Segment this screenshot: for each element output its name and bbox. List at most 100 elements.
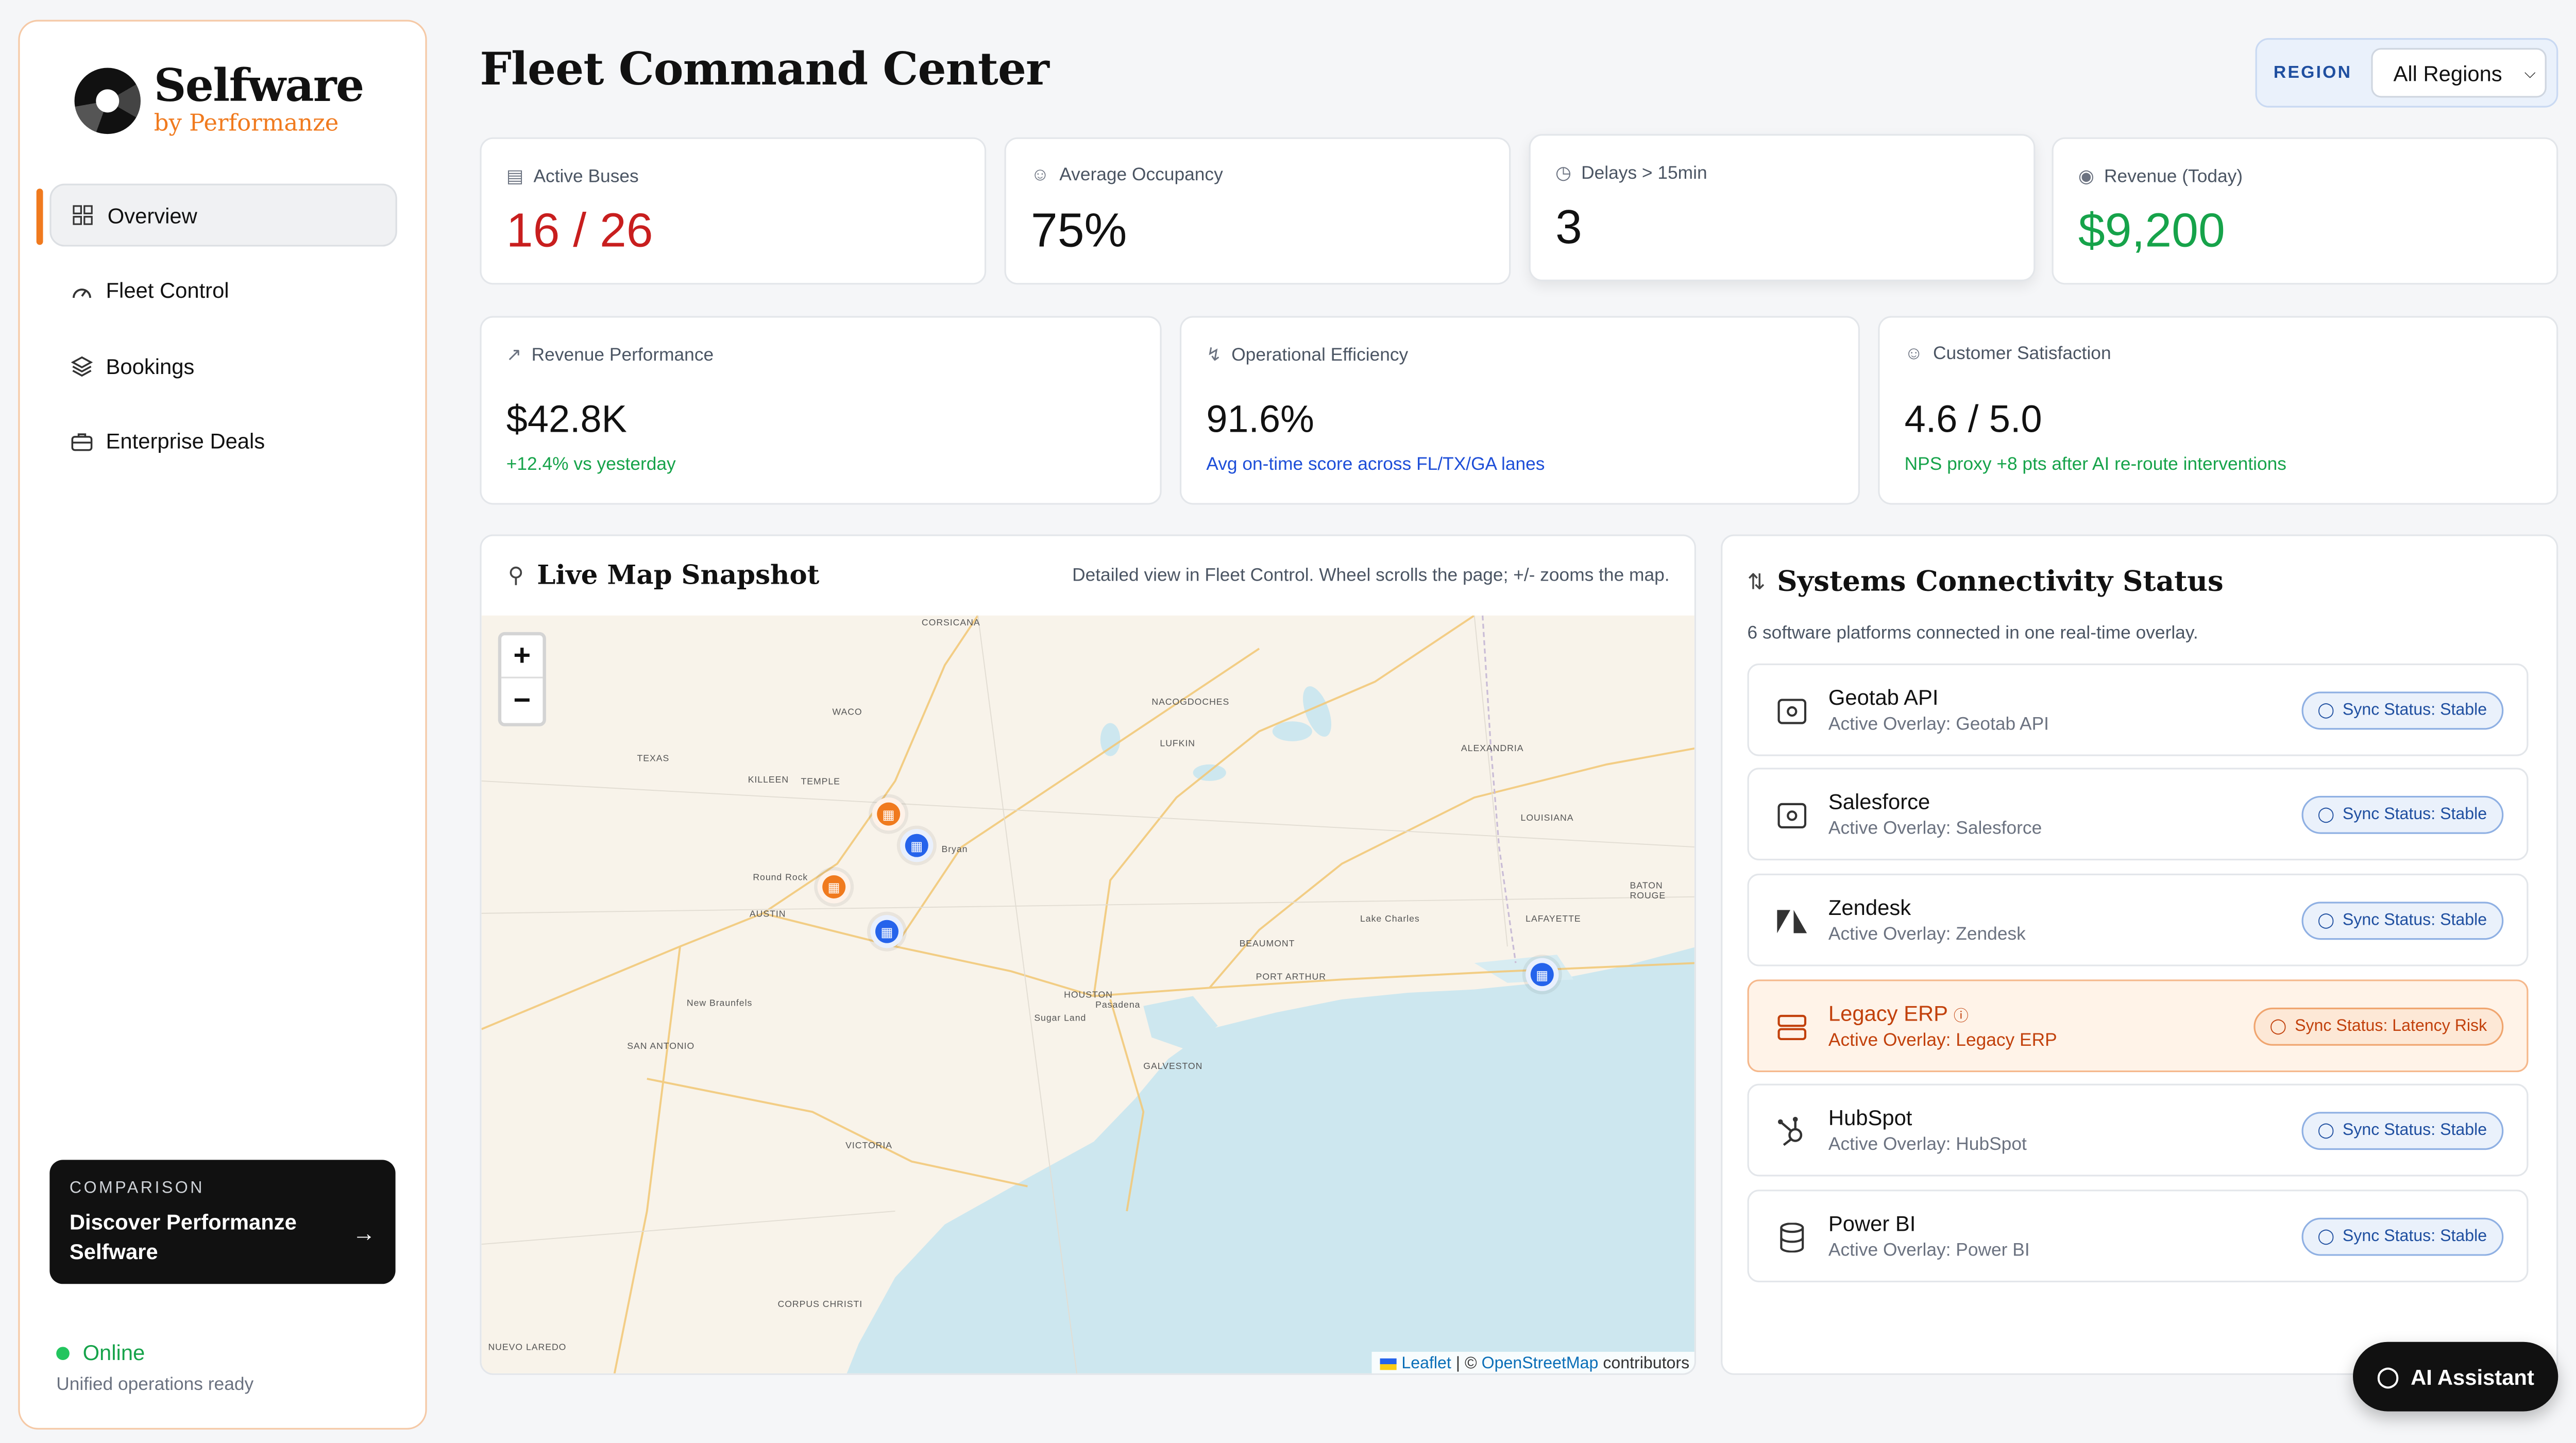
metric-card-customer-satisfaction: ☺ Customer Satisfaction 4.6 / 5.0 NPS pro… [1878, 316, 2558, 505]
kpi-card-active-buses: ▤ Active Buses 16 / 26 [480, 137, 987, 285]
system-row-geotab[interactable]: Geotab API Active Overlay: Geotab API ◯ S… [1747, 663, 2529, 756]
sidebar-item-overview[interactable]: Overview [36, 183, 397, 247]
bus-icon: ▤ [506, 167, 524, 187]
map-city-label: SAN ANTONIO [627, 1042, 695, 1052]
status-badge-label: Sync Status: Stable [2342, 806, 2487, 824]
bus-marker-icon[interactable]: ▦ [900, 829, 934, 862]
metric-label: Operational Efficiency [1231, 345, 1409, 365]
status-badge: ◯ Sync Status: Latency Risk [2253, 1007, 2504, 1046]
smile-icon: ☺ [1904, 344, 1923, 364]
bus-marker-icon[interactable]: ▦ [870, 915, 904, 948]
attribution-tail: contributors [1598, 1355, 1690, 1373]
map-note: Detailed view in Fleet Control. Wheel sc… [1072, 566, 1670, 586]
plug-icon: ⇅ [1747, 569, 1766, 595]
metric-subtext: NPS proxy +8 pts after AI re-route inter… [1904, 455, 2286, 475]
api-icon [1775, 695, 1808, 728]
systems-title: Systems Connectivity Status [1777, 566, 2224, 599]
page-title: Fleet Command Center [480, 44, 1049, 96]
flag-icon [1380, 1358, 1397, 1370]
sidebar-item-label: Enterprise Deals [106, 428, 265, 454]
system-name: Salesforce [1828, 789, 1930, 814]
comparison-promo-card[interactable]: COMPARISON Discover Performanze Selfware… [49, 1160, 396, 1284]
status-badge: ◯ Sync Status: Stable [2301, 795, 2504, 834]
status-dot-icon [56, 1346, 70, 1360]
bus-marker-icon[interactable]: ▦ [1526, 958, 1559, 991]
osm-link[interactable]: OpenStreetMap [1481, 1355, 1599, 1373]
promo-title: Discover Performanze Selfware [69, 1209, 297, 1264]
status-badge-label: Sync Status: Stable [2342, 911, 2487, 930]
sidebar-item-label: Fleet Control [106, 278, 229, 303]
dollar-icon: ◉ [2078, 167, 2094, 187]
trend-icon: ↗ [506, 346, 522, 366]
shield-icon: ◯ [2317, 911, 2334, 928]
system-overlay: Active Overlay: Geotab API [1828, 715, 2049, 735]
bus-marker-icon[interactable]: ▦ [872, 797, 905, 831]
metric-subtext: Avg on-time score across FL/TX/GA lanes [1206, 455, 1545, 475]
system-overlay: Active Overlay: Salesforce [1828, 819, 2042, 839]
map-city-label: BEAUMONT [1239, 940, 1295, 950]
info-icon: ⓘ [1953, 1007, 1969, 1025]
brand-logo[interactable]: Selfware by Performanze [74, 61, 365, 138]
logo-swirl-icon [74, 67, 141, 134]
region-label: REGION [2273, 63, 2352, 83]
metric-label: Customer Satisfaction [1933, 344, 2111, 364]
system-name: Power BI [1828, 1211, 1916, 1236]
map-city-label: TEMPLE [801, 777, 840, 788]
map-city-label: CORSICANA [921, 619, 980, 629]
ai-assistant-button[interactable]: ◯ AI Assistant [2353, 1342, 2558, 1412]
server-icon [1775, 1011, 1808, 1044]
sidebar-item-label: Overview [107, 202, 197, 228]
leaflet-link[interactable]: Leaflet [1401, 1355, 1451, 1373]
sidebar-item-bookings[interactable]: Bookings [49, 334, 397, 397]
map-zoom-control: + − [498, 632, 546, 726]
arrow-right-icon: → [352, 1219, 376, 1246]
systems-connectivity-card: ⇅ Systems Connectivity Status 6 software… [1721, 534, 2558, 1375]
system-name: Geotab API [1828, 685, 1939, 710]
map-city-label: KILLEEN [748, 776, 789, 786]
clock-icon: ◷ [1555, 163, 1571, 184]
status-badge-label: Sync Status: Latency Risk [2295, 1017, 2487, 1036]
system-name: Legacy ERP ⓘ [1828, 1001, 1969, 1026]
status-label: Online [82, 1340, 145, 1365]
system-row-hubspot[interactable]: HubSpot Active Overlay: HubSpot ◯ Sync St… [1747, 1083, 2529, 1177]
system-row-power-bi[interactable]: Power BI Active Overlay: Power BI ◯ Sync … [1747, 1190, 2529, 1283]
map-city-label: WACO [832, 708, 862, 718]
map-pin-icon: ⚲ [507, 562, 524, 587]
system-overlay: Active Overlay: Zendesk [1828, 925, 2026, 945]
system-overlay: Active Overlay: HubSpot [1828, 1135, 2027, 1155]
ai-assistant-label: AI Assistant [2411, 1364, 2534, 1389]
kpi-value: 16 / 26 [506, 205, 653, 259]
map-city-label: Bryan [941, 845, 968, 856]
sidebar-nav: Overview Fleet Control Bookings Enterpri… [36, 183, 397, 485]
region-select[interactable]: All Regions ⌵ [2371, 48, 2548, 98]
sidebar-item-enterprise-deals[interactable]: Enterprise Deals [49, 410, 397, 472]
map-city-label: PORT ARTHUR [1256, 973, 1326, 983]
system-row-salesforce[interactable]: Salesforce Active Overlay: Salesforce ◯ S… [1747, 768, 2529, 861]
users-icon: ☺ [1030, 165, 1049, 185]
system-overlay: Active Overlay: Power BI [1828, 1241, 2030, 1261]
system-row-zendesk[interactable]: Zendesk Active Overlay: Zendesk ◯ Sync St… [1747, 873, 2529, 966]
bus-marker-icon[interactable]: ▦ [817, 870, 851, 904]
map-city-label: VICTORIA [845, 1142, 893, 1152]
chat-bubble-icon: ◯ [2377, 1365, 2399, 1388]
region-filter: REGION All Regions ⌵ [2255, 38, 2558, 108]
metric-label: Revenue Performance [531, 345, 714, 365]
chevron-down-icon: ⌵ [2524, 63, 2536, 80]
zoom-out-button[interactable]: − [513, 682, 531, 716]
layers-icon [70, 354, 93, 377]
hubspot-icon [1775, 1115, 1808, 1148]
map-tiles [481, 615, 1694, 1373]
map-city-label: AUSTIN [749, 910, 786, 920]
system-name-text: Legacy ERP [1828, 1001, 1948, 1026]
system-row-legacy-erp[interactable]: Legacy ERP ⓘ Active Overlay: Legacy ERP … [1747, 979, 2529, 1073]
map-canvas[interactable]: CORSICANA WACO NACOGDOCHES TEXAS KILLEEN… [481, 615, 1694, 1373]
kpi-label: Delays > 15min [1581, 163, 1707, 183]
metric-value: 4.6 / 5.0 [1904, 397, 2042, 440]
live-map-card: ⚲ Live Map Snapshot Detailed view in Fle… [480, 534, 1696, 1375]
briefcase-icon [70, 429, 93, 452]
region-select-value: All Regions [2393, 60, 2502, 86]
brand-name: Selfware [154, 61, 365, 113]
shield-icon: ◯ [2317, 701, 2334, 718]
sidebar-item-fleet-control[interactable]: Fleet Control [49, 259, 397, 322]
zoom-in-button[interactable]: + [501, 635, 543, 678]
